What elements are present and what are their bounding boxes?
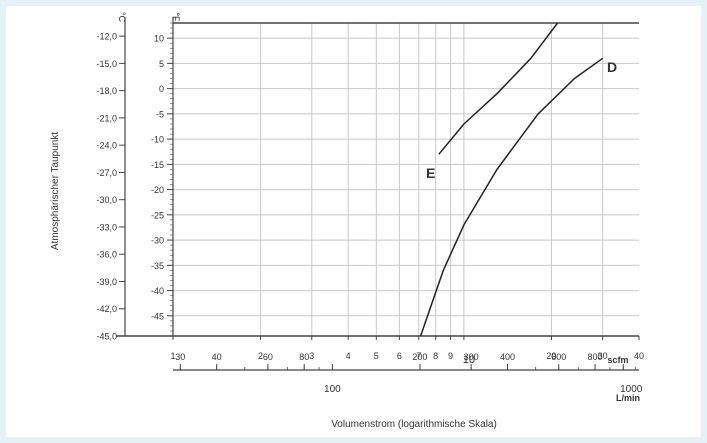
fahrenheit-tick-label: -45	[151, 311, 164, 321]
lmin-tick-label: 300	[464, 352, 479, 362]
scfm-tick-label: 9	[448, 351, 453, 361]
curve-label-e: E	[426, 165, 435, 181]
curves	[419, 22, 604, 337]
celsius-tick-label: -24,0	[96, 141, 117, 151]
grid	[173, 23, 639, 336]
chart-panel: °C -12,0 -15,0 -18,0 -21,0 -24,0 -27,0 -30,0 -33…	[6, 6, 701, 437]
fahrenheit-tick-label: -30	[151, 236, 164, 246]
celsius-tick-label: -27,0	[96, 168, 117, 178]
fahrenheit-tick-label: 5	[159, 59, 164, 69]
fahrenheit-tick-label: -5	[156, 109, 164, 119]
lmin-tick-label: 40	[212, 352, 222, 362]
fahrenheit-tick-label: 0	[159, 84, 164, 94]
celsius-tick-label: -15,0	[96, 59, 117, 69]
celsius-unit-label: °C	[117, 12, 127, 23]
celsius-tick-label: -12,0	[96, 32, 117, 42]
lmin-tick-label: 80	[299, 352, 309, 362]
fahrenheit-tick-label: -25	[151, 210, 164, 220]
x-axis-label: Volumenstrom (logarithmische Skala)	[331, 419, 497, 430]
scfm-tick-label: 5	[374, 351, 379, 361]
scfm-tick-label: 40	[634, 351, 644, 361]
scfm-tick-label: 20	[546, 351, 556, 361]
scfm-tick-label: 3	[309, 351, 314, 361]
curve-d	[419, 57, 604, 337]
lmin-tick-label: 1000	[620, 384, 643, 395]
lmin-tick-label: 800	[588, 352, 603, 362]
scfm-tick-label: 4	[346, 351, 351, 361]
curve-e	[438, 22, 559, 155]
scfm-tick-label: 6	[397, 351, 402, 361]
fahrenheit-tick-label: -40	[151, 286, 164, 296]
celsius-tick-label: -21,0	[96, 113, 117, 123]
fahrenheit-tick-label: -10	[151, 135, 164, 145]
fahrenheit-tick-label: -15	[151, 160, 164, 170]
lmin-tick-label: 60	[263, 352, 273, 362]
y-axis-label: Atmosphärischer Taupunkt	[50, 132, 61, 250]
celsius-tick-label: -39,0	[96, 277, 117, 287]
fahrenheit-tick-label: -35	[151, 261, 164, 271]
celsius-tick-label: -33,0	[96, 222, 117, 232]
lmin-tick-label: 400	[500, 352, 515, 362]
fahrenheit-tick-label: -20	[151, 185, 164, 195]
scfm-tick-label: 8	[433, 351, 438, 361]
celsius-tick-label: -42,0	[96, 304, 117, 314]
lmin-tick-label: 200	[412, 352, 427, 362]
lmin-tick-label: 30	[175, 352, 185, 362]
curve-label-d: D	[607, 59, 617, 75]
scfm-tick-label: 7	[416, 351, 421, 361]
scfm-tick-label: 1	[170, 351, 175, 361]
dewpoint-chart: °C-12,0 -15,0 -18,0 -21,0 -24,0 -27,0 -30,0 -33…	[50, 12, 644, 430]
celsius-tick-label: -18,0	[96, 86, 117, 96]
labels: °C-12,0 -15,0 -18,0 -21,0 -24,0 -27,0 -30,0 -33…	[96, 12, 644, 403]
scfm-tick-label: 10	[463, 354, 475, 366]
scfm-tick-label: 2	[258, 351, 263, 361]
celsius-tick-label: -45,0	[96, 332, 117, 342]
scfm-unit-label: scfm	[607, 355, 628, 365]
fahrenheit-unit-label: °F	[171, 12, 181, 22]
scfm-tick-label: 30	[598, 351, 608, 361]
axes	[116, 17, 640, 371]
lmin-tick-label: 100	[324, 384, 341, 395]
celsius-tick-label: -36,0	[96, 250, 117, 260]
lmin-unit-label: L/min	[616, 393, 640, 403]
celsius-tick-label: -30,0	[96, 195, 117, 205]
fahrenheit-tick-label: 10	[154, 34, 164, 44]
lmin-tick-label: 600	[551, 352, 566, 362]
